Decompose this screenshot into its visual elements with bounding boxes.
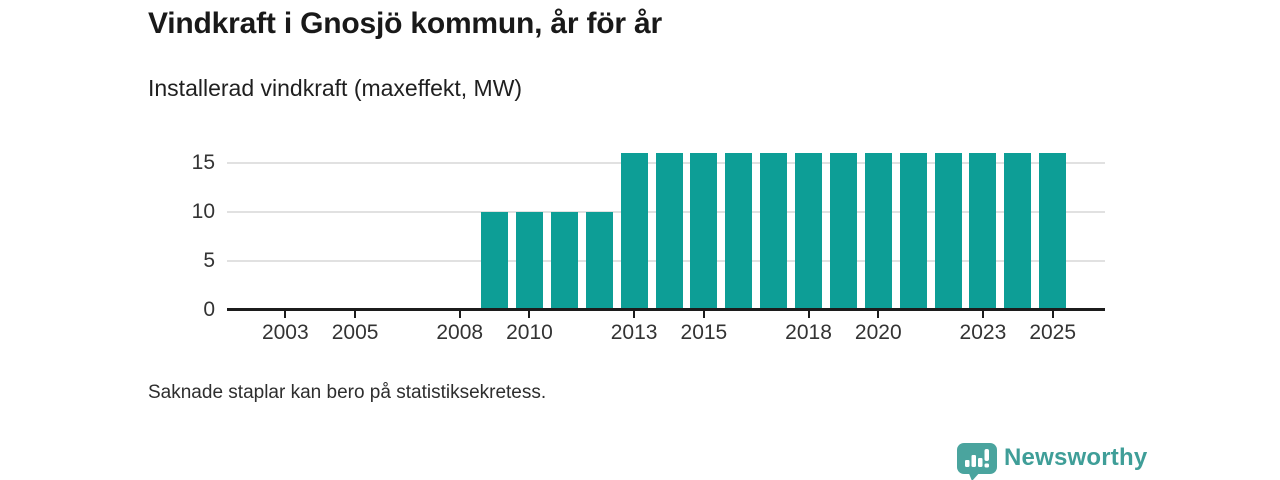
bar-2013 xyxy=(620,153,648,310)
x-tick-label: 2023 xyxy=(959,321,1007,344)
bar-2024 xyxy=(1004,153,1032,310)
x-tick-label: 2020 xyxy=(854,321,902,344)
x-tick-label: 2005 xyxy=(331,321,379,344)
x-tick-2010 xyxy=(528,310,531,318)
x-tick-2023 xyxy=(981,310,984,318)
y-tick-label: 10 xyxy=(191,200,215,223)
chart-title: Vindkraft i Gnosjö kommun, år för år xyxy=(148,7,663,40)
bar-2010 xyxy=(515,212,543,310)
x-tick-label: 2018 xyxy=(785,321,832,344)
x-tick-2015 xyxy=(702,310,705,318)
x-tick-label: 2010 xyxy=(506,321,553,344)
bar-2022 xyxy=(934,153,962,310)
newsworthy-wordmark: Newsworthy xyxy=(1004,444,1148,471)
y-tick-label: 5 xyxy=(203,249,215,272)
x-tick-2025 xyxy=(1051,310,1054,318)
newsworthy-logo[interactable]: Newsworthy xyxy=(957,443,1147,480)
bar-2015 xyxy=(690,153,718,310)
x-tick-label: 2003 xyxy=(261,321,309,344)
bar-2018 xyxy=(795,153,823,310)
bar-2012 xyxy=(585,212,613,310)
y-tick-label: 15 xyxy=(191,151,215,174)
footnote: Saknade staplar kan bero på statistiksek… xyxy=(148,382,547,403)
bar-2017 xyxy=(760,153,788,310)
x-tick-2005 xyxy=(354,310,357,318)
bar-chart: 2003 2005 2008 2010 2013 2015 2018 2020 2023 2025… xyxy=(148,140,1148,355)
bar-2009 xyxy=(481,212,509,310)
bar-2021 xyxy=(899,153,927,310)
x-tick-2008 xyxy=(458,310,461,318)
bar-2020 xyxy=(864,153,892,310)
x-tick-label: 2025 xyxy=(1029,321,1077,344)
x-tick-2003 xyxy=(284,310,287,318)
bar-2025 xyxy=(1039,153,1067,310)
x-tick-label: 2013 xyxy=(610,321,658,344)
bar-2019 xyxy=(829,153,857,310)
bar-2023 xyxy=(969,153,997,310)
x-tick-2018 xyxy=(807,310,810,318)
bar-2016 xyxy=(725,153,753,310)
bar-2011 xyxy=(550,212,578,310)
x-axis-line xyxy=(227,308,1105,311)
x-tick-2013 xyxy=(633,310,636,318)
newsworthy-icon xyxy=(957,443,997,480)
x-tick-2020 xyxy=(877,310,880,318)
x-tick-label: 2015 xyxy=(680,321,728,344)
bar-2014 xyxy=(655,153,683,310)
chart-subtitle: Installerad vindkraft (maxeffekt, MW) xyxy=(148,75,523,101)
x-tick-label: 2008 xyxy=(436,321,484,344)
y-tick-label: 0 xyxy=(203,298,215,321)
plot-area: 2003 2005 2008 2010 2013 2015 2018 2020 2023 2025 xyxy=(227,140,1105,344)
